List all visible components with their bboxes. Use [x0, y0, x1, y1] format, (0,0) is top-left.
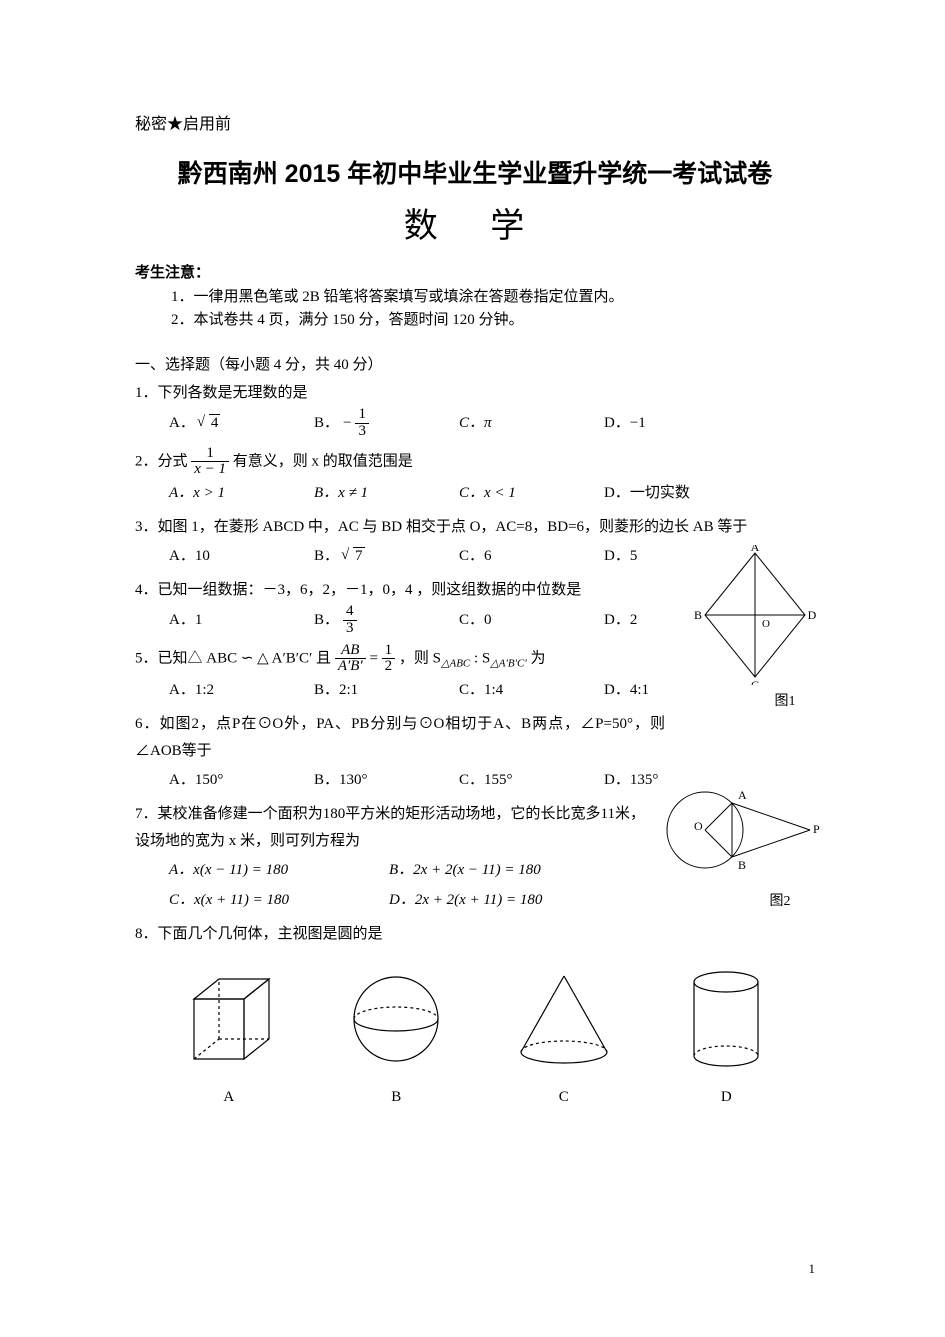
secret-label: 秘密★启用前 — [135, 110, 815, 134]
q7-option-d: D．2x + 2(x + 11) = 180 — [389, 885, 609, 915]
question-2: 2．分式 1x − 1 有意义，则 x 的取值范围是 — [135, 446, 815, 479]
q8-shape-b: B — [341, 964, 451, 1106]
cube-icon — [174, 964, 284, 1074]
svg-text:C: C — [751, 678, 759, 685]
svg-text:O: O — [694, 819, 703, 833]
rhombus-diagram-icon: A B C D O — [690, 545, 820, 685]
fraction-icon: ABA′B′ — [335, 643, 366, 676]
tangent-circle-diagram-icon: A B O P — [660, 775, 820, 885]
q6-option-b: B．130° — [314, 765, 459, 795]
cone-icon — [509, 964, 619, 1074]
q8-shape-d: D — [676, 964, 776, 1106]
q5-option-a: A．1:2 — [169, 675, 314, 705]
q6-option-a: A．150° — [169, 765, 314, 795]
question-8: 8．下面几个几何体，主视图是圆的是 — [135, 921, 815, 948]
exam-page: 秘密★启用前 黔西南州 2015 年初中毕业生学业暨升学统一考试试卷 数 学 考… — [0, 0, 945, 1337]
section-1-heading: 一、选择题（每小题 4 分，共 40 分） — [135, 353, 815, 374]
question-6: 6．如图2，点P在⊙O外，PA、PB分别与⊙O相切于A、B两点，∠P=50°，则… — [135, 711, 815, 765]
q8-option-a: A — [174, 1089, 284, 1106]
sphere-icon — [341, 964, 451, 1074]
question-2-options: A．x > 1 B．x ≠ 1 C．x < 1 D．一切实数 — [169, 478, 815, 508]
fraction-icon: 12 — [382, 643, 396, 676]
svg-text:D: D — [808, 608, 817, 622]
notice-heading: 考生注意： — [135, 261, 815, 282]
q6-option-c: C．155° — [459, 765, 604, 795]
q2-option-d: D．一切实数 — [604, 478, 749, 508]
figure-2-label: 图2 — [740, 890, 820, 910]
q3-option-c: C．6 — [459, 541, 604, 571]
question-8-shapes: A B C — [145, 964, 805, 1106]
svg-text:O: O — [762, 618, 770, 630]
sqrt-icon: 7 — [343, 541, 365, 571]
question-3: 3．如图 1，在菱形 ABCD 中，AC 与 BD 相交于点 O，AC=8，BD… — [135, 514, 815, 541]
svg-text:B: B — [738, 858, 746, 872]
fraction-icon: 1x − 1 — [191, 446, 229, 479]
q8-option-c: C — [509, 1089, 619, 1106]
fraction-icon: 13 — [355, 407, 369, 440]
cylinder-icon — [676, 964, 776, 1074]
q1-option-b: B． − 13 — [314, 407, 459, 440]
question-1: 1．下列各数是无理数的是 — [135, 380, 815, 407]
exam-title: 黔西南州 2015 年初中毕业生学业暨升学统一考试试卷 — [135, 154, 815, 190]
q7-option-a: A．x(x − 11) = 180 — [169, 855, 389, 885]
q7-option-c: C．x(x + 11) = 180 — [169, 885, 389, 915]
q5-option-b: B．2:1 — [314, 675, 459, 705]
q7-option-b: B．2x + 2(x − 11) = 180 — [389, 855, 609, 885]
notice-1: 1．一律用黑色笔或 2B 铅笔将答案填写或填涂在答题卷指定位置内。 — [171, 286, 815, 309]
svg-text:P: P — [813, 822, 820, 836]
q4-option-a: A．1 — [169, 604, 314, 637]
q8-shape-c: C — [509, 964, 619, 1106]
q3-option-b: B． 7 — [314, 541, 459, 571]
q8-option-b: B — [341, 1089, 451, 1106]
q1-option-d: D．−1 — [604, 407, 749, 440]
svg-text:A: A — [738, 788, 747, 802]
question-1-options: A． 4 B． − 13 C．π D．−1 — [169, 407, 815, 440]
svg-text:A: A — [751, 545, 760, 554]
q3-option-a: A．10 — [169, 541, 314, 571]
q1-option-a: A． 4 — [169, 407, 314, 440]
figure-1-label: 图1 — [750, 690, 820, 710]
q1-option-c: C．π — [459, 407, 604, 440]
figure-2: A B O P 图2 — [660, 775, 820, 910]
figure-1: A B C D O 图1 — [690, 545, 820, 710]
q4-option-b: B． 43 — [314, 604, 459, 637]
fraction-icon: 43 — [343, 604, 357, 637]
q8-option-d: D — [676, 1089, 776, 1106]
q5-option-c: C．1:4 — [459, 675, 604, 705]
q2-option-a: A．x > 1 — [169, 478, 314, 508]
svg-text:B: B — [694, 608, 702, 622]
q2-option-c: C．x < 1 — [459, 478, 604, 508]
q2-option-b: B．x ≠ 1 — [314, 478, 459, 508]
q8-shape-a: A — [174, 964, 284, 1106]
sqrt-icon: 4 — [199, 408, 221, 438]
notice-2: 2．本试卷共 4 页，满分 150 分，答题时间 120 分钟。 — [171, 309, 815, 332]
exam-subject: 数 学 — [135, 198, 815, 247]
q4-option-c: C．0 — [459, 604, 604, 637]
page-number: 1 — [809, 1261, 816, 1277]
